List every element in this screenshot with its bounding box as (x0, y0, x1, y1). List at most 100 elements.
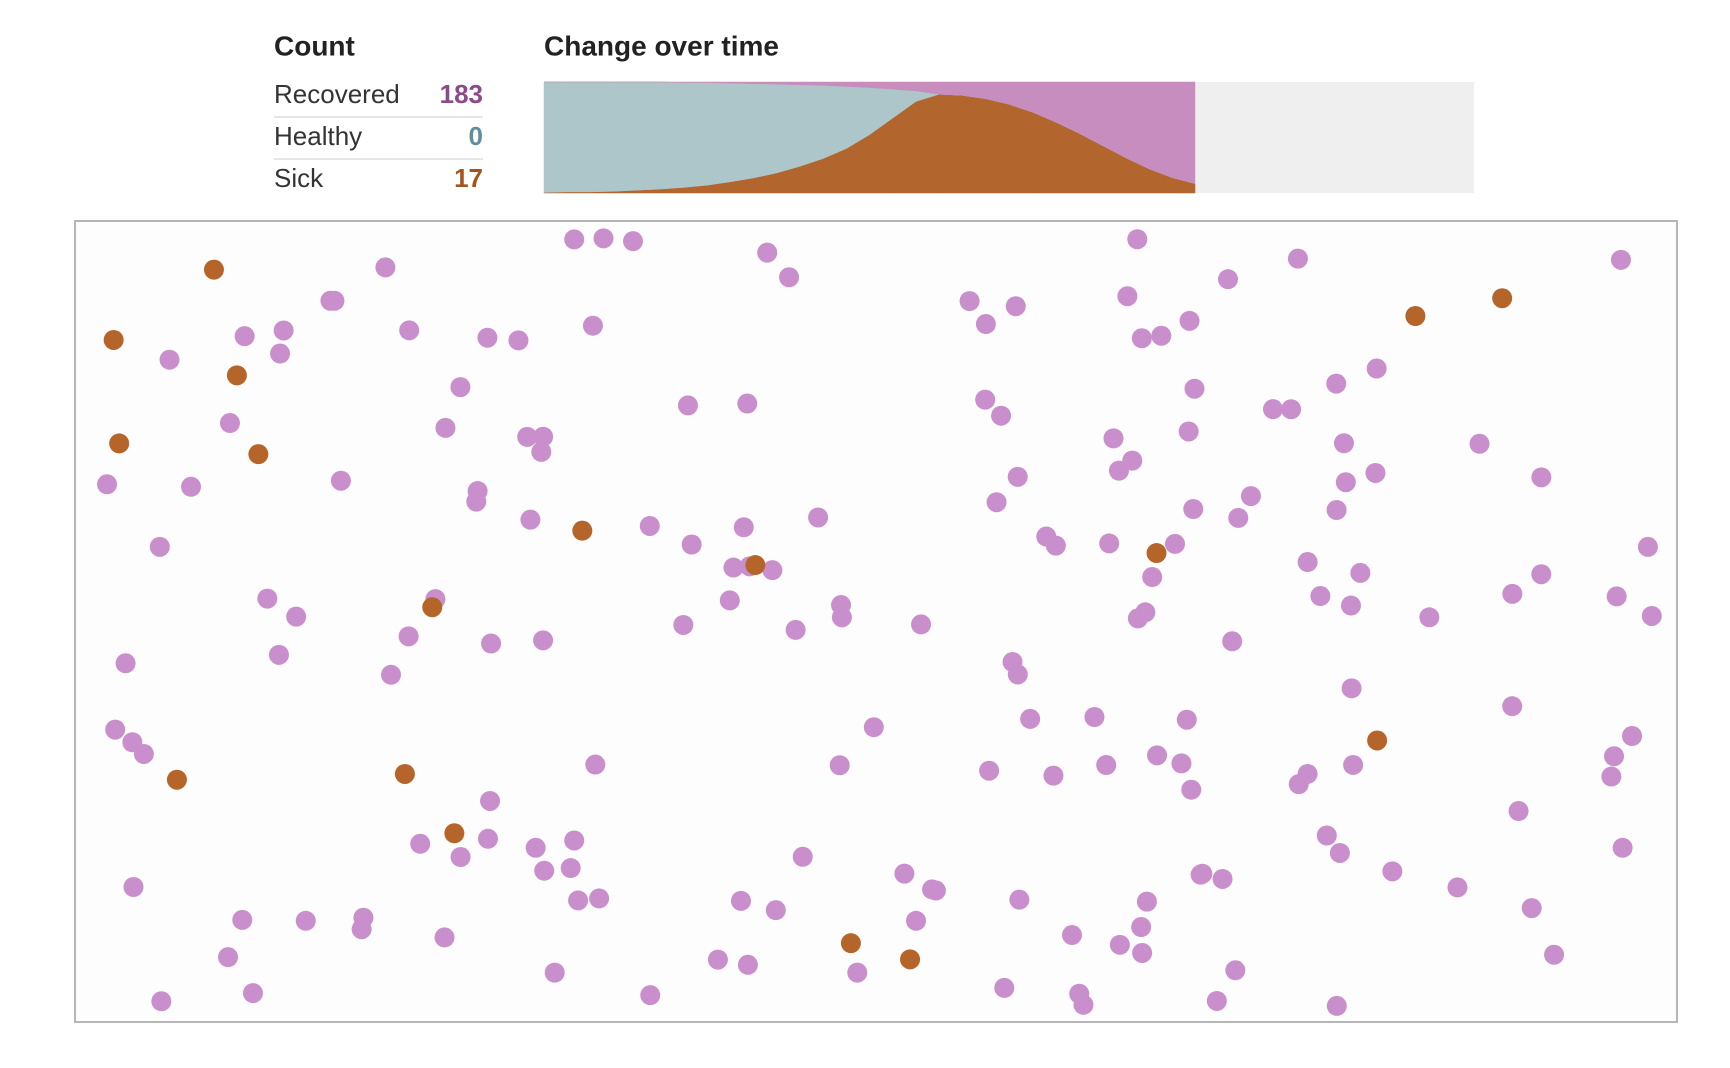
person-recovered (1606, 586, 1627, 607)
person-recovered (991, 405, 1012, 426)
person-recovered (544, 962, 565, 983)
person-recovered (1127, 608, 1148, 629)
person-recovered (863, 717, 884, 738)
person-recovered (723, 557, 744, 578)
person-recovered (1117, 286, 1138, 307)
person-recovered (181, 476, 202, 497)
person-recovered (568, 890, 589, 911)
person-recovered (707, 949, 728, 970)
person-recovered (979, 760, 1000, 781)
person-recovered (1212, 868, 1233, 889)
person-recovered (1366, 358, 1387, 379)
person-recovered (1099, 533, 1120, 554)
person-recovered (560, 858, 581, 879)
person-recovered (520, 509, 541, 530)
person-recovered (1326, 373, 1347, 394)
person-recovered (623, 231, 644, 252)
person-recovered (1544, 944, 1565, 965)
person-recovered (1007, 664, 1028, 685)
person-recovered (719, 590, 740, 611)
person-recovered (986, 492, 1007, 513)
person-sick (109, 433, 130, 454)
person-recovered (1127, 229, 1148, 250)
person-recovered (1122, 450, 1143, 471)
person-recovered (1622, 725, 1643, 746)
chart-title: Change over time (544, 30, 779, 61)
person-recovered (1132, 942, 1153, 963)
person-sick (203, 259, 224, 280)
person-recovered (295, 910, 316, 931)
person-recovered (1181, 779, 1202, 800)
person-recovered (733, 517, 754, 538)
person-recovered (257, 588, 278, 609)
person-recovered (466, 491, 487, 512)
person-sick (103, 329, 124, 350)
person-recovered (286, 606, 307, 627)
person-recovered (1287, 248, 1308, 269)
person-recovered (757, 242, 778, 263)
count-value: 0 (469, 121, 483, 151)
person-recovered (219, 413, 240, 434)
person-recovered (1335, 472, 1356, 493)
person-recovered (320, 290, 341, 311)
person-recovered (765, 900, 786, 921)
person-recovered (133, 743, 154, 764)
person-recovered (1329, 842, 1350, 863)
person-recovered (1240, 486, 1261, 507)
person-recovered (1176, 709, 1197, 730)
person-recovered (434, 927, 455, 948)
person-recovered (831, 607, 852, 628)
person-recovered (508, 330, 529, 351)
person-recovered (1343, 754, 1364, 775)
person-recovered (410, 833, 431, 854)
person-sick (1146, 543, 1167, 564)
person-sick (1492, 288, 1513, 309)
person-recovered (1447, 877, 1468, 898)
person-recovered (737, 393, 758, 414)
person-recovered (1502, 583, 1523, 604)
person-recovered (1179, 310, 1200, 331)
person-recovered (351, 919, 372, 940)
person-recovered (273, 320, 294, 341)
person-recovered (1326, 499, 1347, 520)
person-recovered (975, 389, 996, 410)
person-recovered (1131, 917, 1152, 938)
person-recovered (1020, 708, 1041, 729)
person-recovered (450, 846, 471, 867)
person-recovered (375, 257, 396, 278)
person-recovered (1610, 249, 1631, 270)
person-sick (166, 769, 187, 790)
person-recovered (1531, 564, 1552, 585)
person-recovered (398, 626, 419, 647)
person-recovered (1217, 269, 1238, 290)
person-recovered (1350, 562, 1371, 583)
person-recovered (1297, 552, 1318, 573)
person-recovered (1069, 983, 1090, 1004)
person-recovered (1469, 433, 1490, 454)
person-recovered (234, 326, 255, 347)
person-recovered (639, 515, 660, 536)
person-recovered (1103, 428, 1124, 449)
person-recovered (959, 291, 980, 312)
person-recovered (593, 228, 614, 249)
person-recovered (330, 470, 351, 491)
person-recovered (808, 507, 829, 528)
person-recovered (1365, 462, 1386, 483)
person-recovered (1601, 766, 1622, 787)
person-sick (394, 763, 415, 784)
count-label: Sick (274, 163, 324, 193)
person-recovered (1096, 755, 1117, 776)
person-recovered (1521, 898, 1542, 919)
person-recovered (1281, 399, 1302, 420)
person-recovered (1045, 535, 1066, 556)
person-recovered (149, 536, 170, 557)
person-recovered (1184, 378, 1205, 399)
person-recovered (730, 890, 751, 911)
person-recovered (792, 846, 813, 867)
person-sick (840, 933, 861, 954)
person-recovered (906, 910, 927, 931)
person-recovered (435, 417, 456, 438)
person-recovered (894, 863, 915, 884)
person-recovered (1192, 863, 1213, 884)
